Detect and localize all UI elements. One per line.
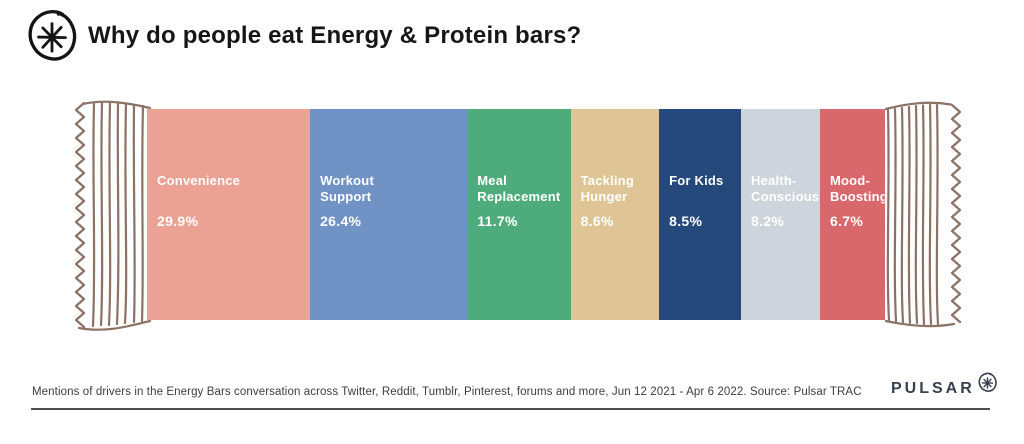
- segment-label-for-kids: For Kids: [669, 173, 724, 188]
- footer-divider: [31, 408, 990, 410]
- energy-bar-chart: Convenience 29.9% Workout Support 26.4% Meal…: [0, 95, 1024, 345]
- segment-value-mood-boosting: 6.7%: [830, 213, 864, 229]
- bar-segments: Convenience 29.9% Workout Support 26.4% Meal…: [147, 109, 885, 320]
- segment-value-convenience: 29.9%: [157, 213, 199, 229]
- page-title: Why do people eat Energy & Protein bars?: [88, 22, 582, 49]
- bar-segment-mood-boosting: Mood- Boosting 6.7%: [820, 109, 885, 320]
- bar-wrapper-right-end-icon: [884, 101, 962, 328]
- pulsar-asterisk-icon: [978, 372, 997, 392]
- bar-segment-workout-support: Workout Support 26.4%: [310, 109, 468, 320]
- segment-value-health-conscious: 8.2%: [751, 213, 785, 229]
- segment-label-tackling-hunger: Tackling Hunger: [580, 173, 634, 204]
- segment-label-mood-boosting: Mood- Boosting: [830, 173, 885, 204]
- segment-label-health-conscious: Health- Conscious: [751, 173, 820, 204]
- segment-label-workout-support: Workout Support: [320, 173, 374, 204]
- bar-wrapper-left-end-icon: [74, 100, 152, 331]
- bar-segment-convenience: Convenience 29.9%: [147, 109, 311, 320]
- bar-segment-tackling-hunger: Tackling Hunger 8.6%: [570, 109, 660, 320]
- bar-segment-meal-replacement: Meal Replacement 11.7%: [467, 109, 571, 320]
- bar-segment-health-conscious: Health- Conscious 8.2%: [741, 109, 820, 320]
- segment-value-meal-replacement: 11.7%: [477, 213, 518, 229]
- footer-caption: Mentions of drivers in the Energy Bars c…: [32, 386, 862, 398]
- pulsar-brand: PULSAR: [891, 372, 998, 399]
- pulsar-wordmark: PULSAR: [891, 380, 975, 397]
- pulsar-logo-icon: [28, 10, 77, 61]
- segment-label-convenience: Convenience: [157, 173, 241, 188]
- segment-value-workout-support: 26.4%: [320, 213, 362, 229]
- segment-label-meal-replacement: Meal Replacement: [477, 173, 561, 204]
- segment-value-for-kids: 8.5%: [669, 213, 703, 229]
- bar-segment-for-kids: For Kids 8.5%: [659, 109, 742, 320]
- segment-value-tackling-hunger: 8.6%: [580, 213, 614, 229]
